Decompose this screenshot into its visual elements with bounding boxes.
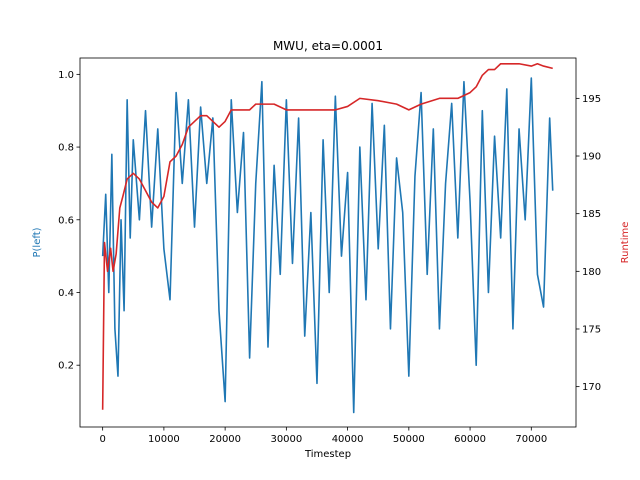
x-tick-label: 20000	[209, 434, 241, 445]
y-right-tick-label: 185	[582, 209, 601, 220]
y-left-axis-title: P(left)	[32, 227, 43, 257]
plot-frame	[79, 57, 577, 428]
x-tick-label: 30000	[270, 434, 302, 445]
y-left-tick-label: 0.2	[58, 361, 74, 372]
x-tick-label: 40000	[332, 434, 364, 445]
runtime-series-line	[101, 62, 553, 410]
series-layer	[101, 62, 554, 414]
chart-title: MWU, eta=0.0001	[273, 39, 383, 53]
y-left-tick-label: 0.4	[58, 288, 74, 299]
y-right-tick-label: 190	[582, 152, 601, 163]
x-tick-label: 60000	[454, 434, 486, 445]
x-tick-label: 50000	[393, 434, 425, 445]
y-left-tick-label: 0.6	[58, 215, 74, 226]
x-tick-label: 0	[99, 434, 105, 445]
p-left-series-line	[101, 77, 554, 414]
axes-layer: 0 10000 20000 30000 40000 50000 60000 70000 0.2 0…	[58, 70, 601, 445]
y-right-axis-title: Runtime	[620, 222, 631, 264]
y-left-tick-label: 1.0	[58, 70, 74, 81]
x-tick-label: 10000	[148, 434, 180, 445]
y-right-tick-label: 195	[582, 94, 601, 105]
y-right-tick-label: 170	[582, 382, 601, 393]
x-axis-title: Timestep	[304, 449, 351, 460]
y-right-tick-label: 175	[582, 324, 601, 335]
y-left-tick-label: 0.8	[58, 143, 74, 154]
x-tick-label: 70000	[515, 434, 547, 445]
y-right-tick-label: 180	[582, 267, 601, 278]
